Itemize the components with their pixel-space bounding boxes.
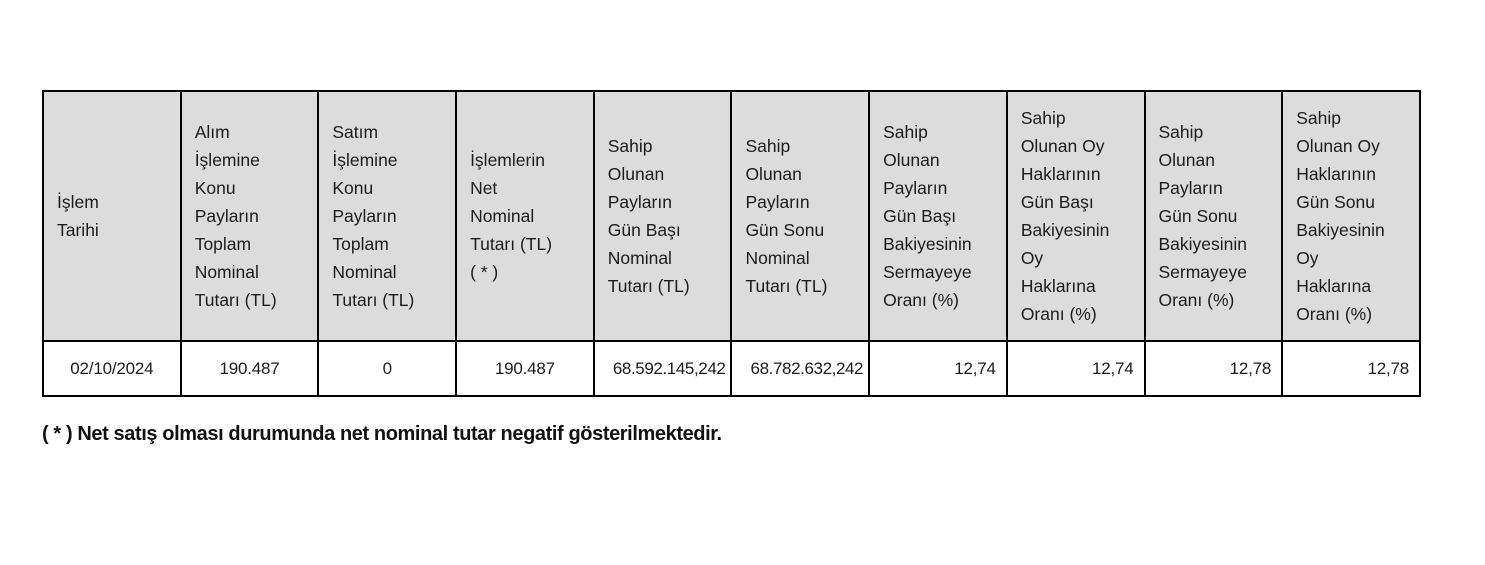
column-header-gun-basi-nominal: Sahip Olunan Payların Gün Başı Nominal T… — [592, 90, 733, 342]
column-header-net-nominal: İşlemlerin Net Nominal Tutarı (TL) ( * ) — [455, 90, 595, 342]
cell-gun-sonu-oy-orani: 12,78 — [1281, 340, 1421, 397]
column-header-satim-nominal: Satım İşlemine Konu Payların Toplam Nomi… — [317, 90, 458, 342]
cell-gun-basi-sermaye-orani: 12,74 — [868, 340, 1008, 397]
column-header-gun-sonu-sermaye-orani: Sahip Olunan Payların Gün Sonu Bakiyesin… — [1143, 90, 1284, 342]
cell-gun-sonu-sermaye-orani: 12,78 — [1143, 340, 1284, 397]
cell-satim-nominal: 0 — [317, 340, 458, 397]
header-row: İşlem Tarihi Alım İşlemine Konu Payların… — [42, 90, 1421, 342]
cell-gun-basi-oy-orani: 12,74 — [1005, 340, 1146, 397]
footnote: ( * ) Net satış olması durumunda net nom… — [42, 423, 722, 445]
column-header-gun-sonu-oy-orani: Sahip Olunan Oy Haklarının Gün Sonu Baki… — [1281, 90, 1421, 342]
cell-net-nominal: 190.487 — [455, 340, 595, 397]
cell-gun-sonu-nominal: 68.782.632,242 — [730, 340, 871, 397]
column-header-gun-sonu-nominal: Sahip Olunan Payların Gün Sonu Nominal T… — [730, 90, 871, 342]
column-header-alim-nominal: Alım İşlemine Konu Payların Toplam Nomin… — [179, 90, 320, 342]
column-header-islem-tarihi: İşlem Tarihi — [42, 90, 182, 342]
column-header-gun-basi-oy-orani: Sahip Olunan Oy Haklarının Gün Başı Baki… — [1005, 90, 1146, 342]
cell-islem-tarihi: 02/10/2024 — [42, 340, 182, 397]
share-transactions-table: İşlem Tarihi Alım İşlemine Konu Payların… — [42, 90, 1421, 397]
cell-gun-basi-nominal: 68.592.145,242 — [592, 340, 733, 397]
column-header-gun-basi-sermaye-orani: Sahip Olunan Payların Gün Başı Bakiyesin… — [868, 90, 1008, 342]
cell-alim-nominal: 190.487 — [179, 340, 320, 397]
table-row: 02/10/2024 190.487 0 190.487 68.592.145,… — [42, 340, 1421, 397]
